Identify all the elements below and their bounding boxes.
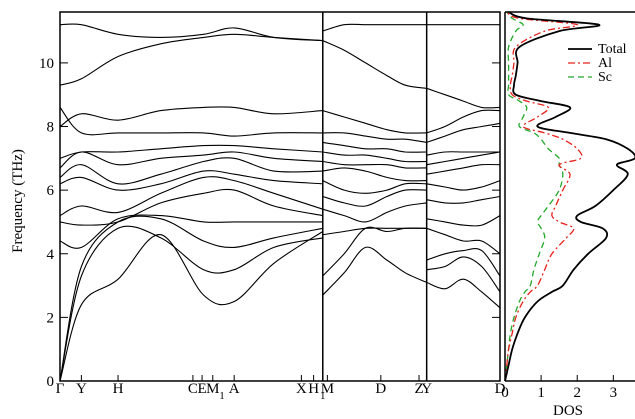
band-line xyxy=(322,226,427,277)
band-line xyxy=(322,110,427,134)
x-tick-label: Y xyxy=(76,381,87,397)
y-tick-label: 6 xyxy=(47,183,55,199)
band-line xyxy=(322,180,427,194)
band-line xyxy=(322,202,427,223)
x-tick-label: Γ xyxy=(56,381,65,397)
dos-series-total xyxy=(504,11,635,382)
band-line xyxy=(322,167,427,182)
y-tick-label: 0 xyxy=(47,374,55,390)
x-tick-label: E xyxy=(197,381,206,397)
x-tick-subscript: 1 xyxy=(219,390,225,402)
dos-x-tick-label: 3 xyxy=(610,385,618,401)
dos-series-al xyxy=(504,11,583,382)
band-lines xyxy=(59,23,501,382)
x-tick-label: Y xyxy=(421,381,432,397)
band-line xyxy=(59,144,323,159)
x-axis-title: DOS xyxy=(553,403,583,419)
band-line xyxy=(426,151,500,156)
band-line xyxy=(322,132,427,143)
band-line xyxy=(59,170,323,191)
dos-x-tick-label: 0 xyxy=(501,385,509,401)
y-tick-label: 4 xyxy=(47,247,55,263)
band-line xyxy=(426,151,501,166)
band-line xyxy=(426,109,501,134)
dos-axis: 0 1 2 3 xyxy=(501,375,617,401)
legend-label-sc: Sc xyxy=(598,70,612,85)
band-line xyxy=(322,246,427,296)
y-tick-label: 10 xyxy=(39,56,54,72)
band-line xyxy=(59,33,323,86)
frequency-axis: 0 2 4 6 8 10 xyxy=(39,56,500,390)
band-line xyxy=(426,256,501,293)
band-line xyxy=(322,160,427,169)
band-line xyxy=(322,151,427,163)
x-tick-label: Z xyxy=(414,381,423,397)
band-line xyxy=(59,107,323,137)
band-line xyxy=(426,248,501,277)
x-tick-label: M xyxy=(321,381,334,397)
x-tick-label: D xyxy=(375,381,386,397)
band-frame xyxy=(59,11,501,382)
band-line xyxy=(59,214,323,249)
band-plot-border xyxy=(59,11,501,382)
y-tick-label: 2 xyxy=(47,310,55,326)
band-line xyxy=(59,231,324,382)
band-line xyxy=(426,87,501,109)
dos-x-tick-label: 2 xyxy=(573,385,581,401)
band-line xyxy=(59,176,323,217)
x-tick-label: A xyxy=(229,381,240,397)
band-line xyxy=(322,227,427,236)
band-line xyxy=(426,163,501,175)
x-tick-label: H xyxy=(113,381,124,397)
x-tick-label: M xyxy=(206,381,219,397)
k-path-axis: Γ Y H C E M 1 A X H 1M D ZY D xyxy=(56,375,506,402)
band-line xyxy=(426,180,501,191)
legend-label-al: Al xyxy=(598,56,612,71)
band-line xyxy=(322,40,427,89)
band-line xyxy=(59,225,323,382)
band-line xyxy=(426,215,501,227)
band-line xyxy=(426,278,501,309)
x-tick-label: H xyxy=(308,381,319,397)
band-line xyxy=(59,23,323,42)
band-line xyxy=(59,215,323,382)
band-line xyxy=(59,106,323,127)
band-line xyxy=(426,122,501,143)
dos-lines xyxy=(504,11,635,382)
band-line xyxy=(59,188,323,226)
legend-label-total: Total xyxy=(598,42,627,57)
x-tick-label: C xyxy=(188,381,198,397)
dos-x-tick-label: 1 xyxy=(537,385,545,401)
band-line xyxy=(322,189,427,207)
band-line xyxy=(59,157,323,185)
x-tick-subscript: 1 xyxy=(320,390,326,402)
band-line xyxy=(322,141,427,153)
y-tick-label: 8 xyxy=(47,120,55,136)
dos-frame xyxy=(504,11,635,382)
x-tick-label: D xyxy=(495,381,506,397)
band-line xyxy=(59,151,323,169)
x-tick-label: X xyxy=(296,381,307,397)
y-axis-title: Frequency (THz) xyxy=(10,149,26,253)
band-line xyxy=(322,23,427,32)
band-line xyxy=(426,227,501,255)
band-line xyxy=(426,195,501,204)
